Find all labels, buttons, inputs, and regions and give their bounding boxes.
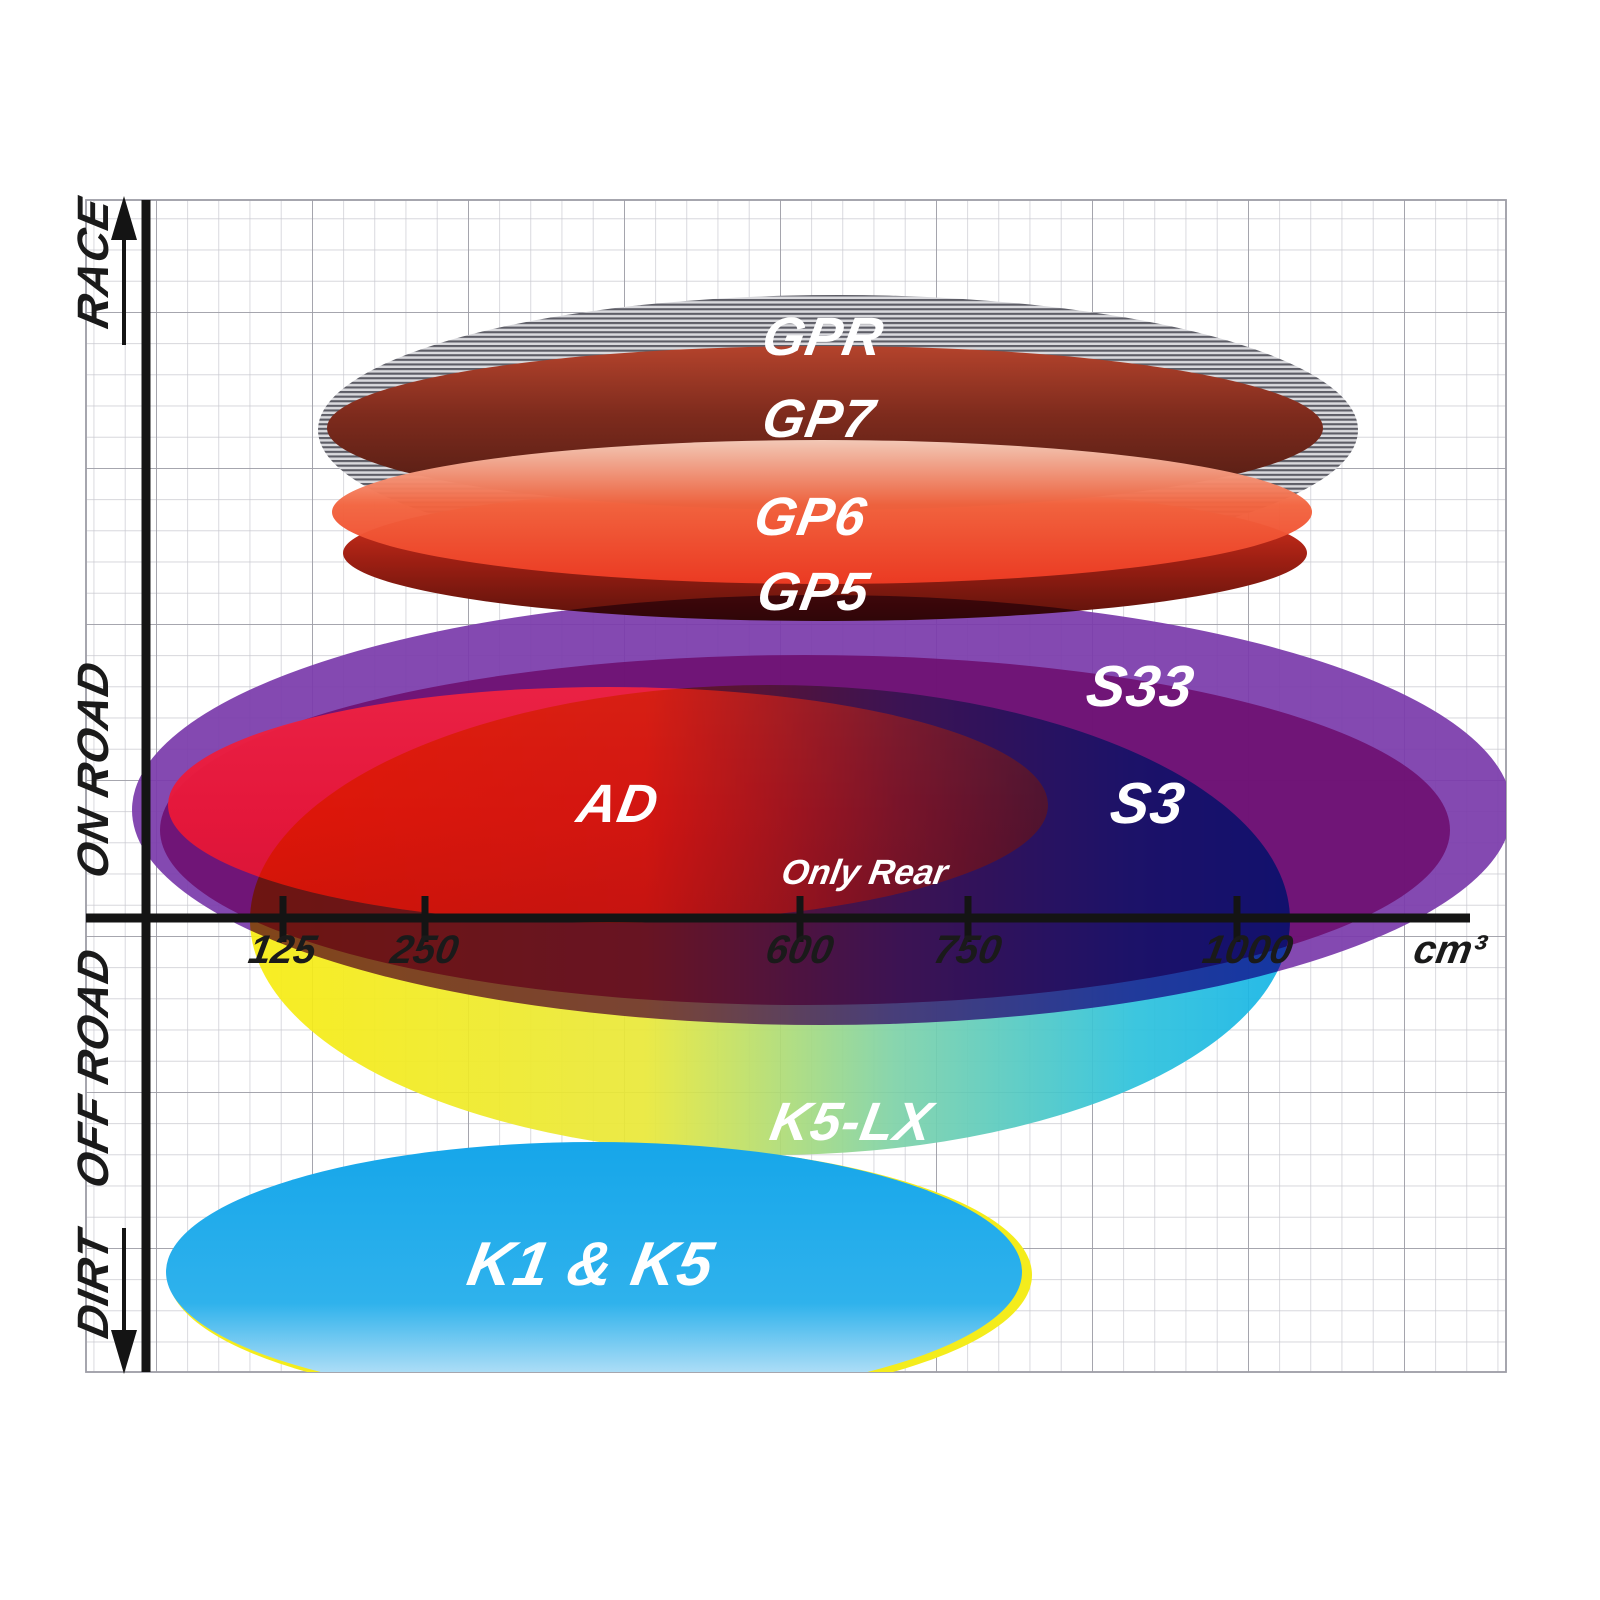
region-label-s3: S3: [1106, 771, 1190, 836]
region-label-gp6: GP6: [750, 486, 872, 547]
x-tick-label-125: 125: [245, 927, 320, 972]
region-label-k5lx: K5-LX: [766, 1091, 939, 1152]
region-labels: GPR GP7 GP6 GP5 S33 S3 AD Only Rear K5-L…: [463, 306, 1200, 1299]
y-band-label-offroad: OFF ROAD: [69, 944, 117, 1192]
region-label-gp5: GP5: [753, 561, 875, 622]
y-band-label-onroad: ON ROAD: [69, 657, 117, 882]
x-tick-label-250: 250: [386, 927, 462, 972]
x-axis-unit-label: cm³: [1410, 927, 1491, 972]
x-tick-label-750: 750: [930, 927, 1005, 972]
region-label-gpr: GPR: [758, 306, 889, 367]
dirt-direction-arrow-icon: [111, 1228, 137, 1374]
x-tick-label-1000: 1000: [1199, 927, 1296, 972]
region-label-k1k5: K1 & K5: [463, 1229, 720, 1298]
region-k1k5: [166, 1142, 1032, 1372]
y-axis-band-labels: RACE ON ROAD OFF ROAD DIRT: [69, 193, 117, 1342]
region-label-ad: AD: [571, 773, 664, 834]
x-axis-ticks: [279, 896, 1241, 942]
region-gp6: [332, 440, 1312, 584]
chart-axes: [86, 196, 1470, 1374]
region-label-s33: S33: [1082, 654, 1200, 719]
x-axis-tick-labels: 125 250 600 750 1000 cm³: [245, 927, 1491, 972]
x-tick-label-600: 600: [762, 927, 837, 972]
region-label-gp7: GP7: [758, 388, 881, 449]
race-direction-arrow-icon: [111, 196, 137, 345]
y-band-label-dirt: DIRT: [69, 1223, 117, 1342]
y-band-label-race: RACE: [69, 193, 117, 332]
region-label-only-rear: Only Rear: [779, 853, 953, 892]
